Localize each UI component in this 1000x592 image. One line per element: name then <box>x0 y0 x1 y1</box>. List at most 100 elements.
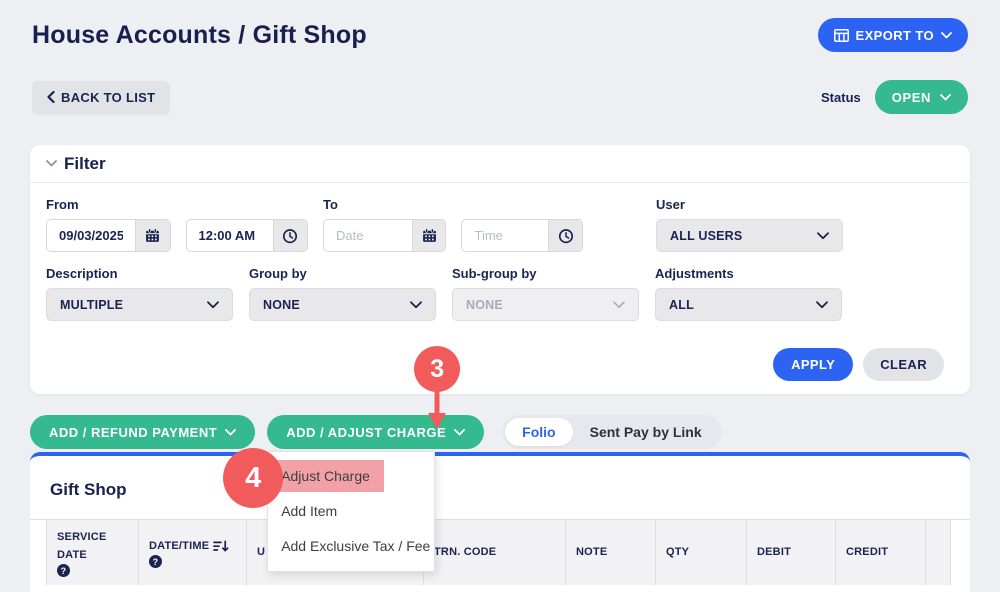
annotation-step-3: 3 <box>414 346 461 392</box>
table-grid-icon <box>833 28 849 42</box>
add-adjust-charge-menu: Adjust Charge Add Item Add Exclusive Tax… <box>223 448 436 572</box>
annotation-step-4-number: 4 <box>245 461 262 494</box>
column-label: U <box>257 546 266 559</box>
from-time-input[interactable] <box>186 220 273 251</box>
user-select-value: ALL USERS <box>670 228 743 243</box>
adjustments-select[interactable]: ALL <box>655 288 842 321</box>
to-label: To <box>323 197 338 212</box>
add-adjust-charge-button[interactable]: ADD / ADJUST CHARGE <box>267 415 485 449</box>
column-label: DEBIT <box>757 546 791 559</box>
clock-icon[interactable] <box>272 220 307 251</box>
sub-group-by-label: Sub-group by <box>452 266 537 281</box>
to-date-group <box>323 219 447 252</box>
annotation-step-3-number: 3 <box>430 354 445 383</box>
filter-title: Filter <box>64 153 106 173</box>
annotation-step-4: 4 <box>223 448 284 508</box>
clock-icon[interactable] <box>548 220 582 251</box>
column-label: SERVICE DATE <box>57 531 107 561</box>
status-open-button[interactable]: OPEN <box>874 80 968 114</box>
column-header-trn-code[interactable]: TRN. CODE <box>424 520 566 586</box>
from-time-group <box>185 219 308 252</box>
sub-group-by-select-value: NONE <box>466 297 503 312</box>
column-label: DATE/TIME <box>149 539 210 552</box>
from-field-group: From <box>46 197 308 252</box>
column-header-qty[interactable]: QTY <box>656 520 747 586</box>
back-to-list-label: BACK TO LIST <box>61 89 156 105</box>
tab-folio-label: Folio <box>522 424 556 440</box>
tab-folio[interactable]: Folio <box>505 418 573 446</box>
chevron-down-icon <box>816 300 828 309</box>
chevron-down-icon <box>207 300 219 309</box>
adjustments-select-value: ALL <box>669 297 694 312</box>
column-label: TRN. CODE <box>434 546 497 559</box>
tab-sent-pay-by-link-label: Sent Pay by Link <box>589 424 702 440</box>
gift-shop-card: Gift Shop SERVICE DATE ? DATE/TIME ? <box>30 452 970 592</box>
to-date-input[interactable] <box>324 220 412 251</box>
description-select[interactable]: MULTIPLE <box>46 288 233 321</box>
calendar-icon[interactable] <box>412 220 446 251</box>
help-icon[interactable]: ? <box>149 555 162 569</box>
folio-tab-group: Folio Sent Pay by Link <box>502 415 722 449</box>
user-field-group: User ALL USERS <box>656 197 843 252</box>
status-value: OPEN <box>891 89 931 105</box>
back-to-list-button[interactable]: BACK TO LIST <box>32 80 171 114</box>
column-header-credit[interactable]: CREDIT <box>836 520 926 586</box>
group-by-field-group: Group by NONE <box>249 266 436 321</box>
menu-item-add-exclusive-tax-fee[interactable]: Add Exclusive Tax / Fee <box>281 537 431 554</box>
column-label: QTY <box>666 546 690 559</box>
export-to-label: EXPORT TO <box>855 27 934 43</box>
status-label: Status <box>821 89 861 105</box>
column-header-note[interactable]: NOTE <box>566 520 656 586</box>
filter-body: From <box>30 183 970 394</box>
help-icon[interactable]: ? <box>57 564 70 578</box>
from-date-input[interactable] <box>47 220 135 251</box>
annotation-arrow-icon <box>428 388 447 429</box>
apply-button[interactable]: APPLY <box>773 348 854 381</box>
add-refund-payment-button[interactable]: ADD / REFUND PAYMENT <box>30 415 256 449</box>
add-refund-payment-label: ADD / REFUND PAYMENT <box>49 424 218 440</box>
chevron-down-icon <box>817 231 829 240</box>
to-time-input[interactable] <box>462 220 549 251</box>
table-header-row: SERVICE DATE ? DATE/TIME ? U <box>46 520 954 586</box>
from-date-group <box>46 219 171 252</box>
to-time-group <box>461 219 583 252</box>
chevron-down-icon <box>940 93 951 101</box>
user-label: User <box>656 197 685 212</box>
filter-row-1: From <box>46 197 954 252</box>
sub-group-by-select: NONE <box>452 288 639 321</box>
group-by-label: Group by <box>249 266 307 281</box>
tab-sent-pay-by-link[interactable]: Sent Pay by Link <box>573 418 719 446</box>
user-select[interactable]: ALL USERS <box>656 219 843 252</box>
column-header-debit[interactable]: DEBIT <box>747 520 836 586</box>
calendar-icon[interactable] <box>135 220 170 251</box>
sort-descending-icon[interactable] <box>213 540 229 553</box>
clear-button[interactable]: CLEAR <box>863 348 944 381</box>
description-field-group: Description MULTIPLE <box>46 266 233 321</box>
filter-collapse-header[interactable]: Filter <box>30 145 970 183</box>
filter-panel: Filter From <box>30 145 970 394</box>
export-to-button[interactable]: EXPORT TO <box>817 18 968 52</box>
chevron-down-icon <box>454 428 466 436</box>
chevron-down-icon <box>225 428 237 436</box>
description-label: Description <box>46 266 118 281</box>
filter-actions: APPLY CLEAR <box>46 321 954 394</box>
gift-shop-title: Gift Shop <box>50 480 127 499</box>
add-adjust-charge-label: ADD / ADJUST CHARGE <box>286 424 447 440</box>
actions-row: ADD / REFUND PAYMENT ADD / ADJUST CHARGE… <box>30 346 970 572</box>
collapse-chevron-icon <box>46 160 57 167</box>
menu-item-adjust-charge[interactable]: Adjust Charge <box>268 458 434 493</box>
to-field-group: To <box>323 197 583 252</box>
group-by-select-value: NONE <box>263 297 300 312</box>
column-header-service-date[interactable]: SERVICE DATE ? <box>47 520 139 586</box>
column-header-date-time[interactable]: DATE/TIME ? <box>139 520 247 586</box>
description-select-value: MULTIPLE <box>60 297 124 312</box>
from-label: From <box>46 197 79 212</box>
chevron-left-icon <box>47 91 55 103</box>
group-by-select[interactable]: NONE <box>249 288 436 321</box>
title-row: House Accounts / Gift Shop EXPORT TO <box>30 18 970 52</box>
menu-item-add-item[interactable]: Add Item <box>281 502 338 519</box>
adjustments-field-group: Adjustments ALL <box>655 266 842 321</box>
column-label: CREDIT <box>846 546 889 559</box>
chevron-down-icon <box>410 300 422 309</box>
